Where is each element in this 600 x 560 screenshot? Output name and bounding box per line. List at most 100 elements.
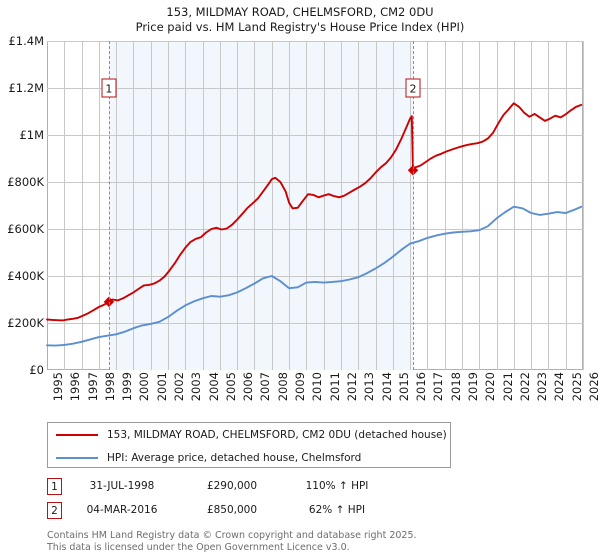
transaction-callout-2[interactable]: 2 (405, 78, 421, 98)
x-tick-label: 2017 (431, 372, 446, 402)
gridline-vertical (445, 41, 446, 370)
table-row[interactable]: 1 31-JUL-1998 £290,000 110% ↑ HPI (47, 474, 447, 498)
y-axis-labels: £0 £200K £400K £600K £800K £1M £1.2M £1.4M (0, 34, 46, 377)
x-tick-label: 2000 (137, 372, 152, 402)
y-tick-label: £1.2M (8, 81, 44, 95)
gridline-vertical (462, 41, 463, 370)
x-tick-label: 2012 (344, 372, 359, 402)
gridline-vertical (168, 41, 169, 370)
gridline-vertical (133, 41, 134, 370)
gridline-vertical (497, 41, 498, 370)
x-tick-label: 2006 (241, 372, 256, 402)
x-axis-labels: 1995 1996 1997 1998 1999 2000 2001 2002 2003 2004… (47, 372, 600, 412)
chart-title-line1: 153, MILDMAY ROAD, CHELMSFORD, CM2 0DU (166, 5, 434, 19)
gridline-vertical (82, 41, 83, 370)
x-tick-label: 2026 (587, 372, 600, 402)
footer-line-1: Contains HM Land Registry data © Crown c… (47, 530, 417, 541)
gridline-vertical (583, 41, 584, 370)
x-tick-label: 2023 (535, 372, 550, 402)
legend-swatch-price-paid (56, 433, 98, 436)
gridline-vertical (393, 41, 394, 370)
x-tick-label: 1998 (102, 372, 117, 402)
gridline-vertical (479, 41, 480, 370)
gridline-vertical (99, 41, 100, 370)
legend-label-price-paid: 153, MILDMAY ROAD, CHELMSFORD, CM2 0DU (… (107, 428, 447, 441)
gridline-vertical (341, 41, 342, 370)
x-tick-label: 2019 (465, 372, 480, 402)
footer-line-2: This data is licensed under the Open Gov… (47, 541, 350, 553)
gridline-horizontal (47, 323, 583, 324)
gridline-vertical (566, 41, 567, 370)
y-tick-label: £200K (7, 316, 44, 330)
x-tick-label: 2014 (379, 372, 394, 402)
x-tick-label: 2013 (362, 372, 377, 402)
transaction-date-2: 04-MAR-2016 (86, 504, 158, 516)
transactions-table: 1 31-JUL-1998 £290,000 110% ↑ HPI 2 04-M… (47, 474, 447, 522)
gridline-horizontal (47, 41, 583, 42)
gridline-vertical (324, 41, 325, 370)
transaction-price-2: £850,000 (206, 504, 258, 516)
gridline-vertical (203, 41, 204, 370)
y-tick-label: £600K (7, 222, 44, 236)
gridline-horizontal (47, 229, 583, 230)
x-tick-label: 2022 (517, 372, 532, 402)
transaction-vertical-line (413, 41, 415, 370)
transaction-price-1: £290,000 (206, 480, 258, 492)
legend-item-hpi: HPI: Average price, detached house, Chel… (48, 446, 450, 469)
x-tick-label: 2018 (448, 372, 463, 402)
gridline-vertical (116, 41, 117, 370)
gridline-horizontal (47, 182, 583, 183)
x-tick-label: 1995 (51, 372, 65, 402)
gridline-vertical (531, 41, 532, 370)
series-line (46, 102, 583, 322)
x-tick-label: 2004 (206, 372, 221, 402)
gridline-vertical (272, 41, 273, 370)
x-tick-label: 2020 (483, 372, 498, 402)
page-title: 153, MILDMAY ROAD, CHELMSFORD, CM2 0DU P… (0, 0, 600, 35)
transaction-vertical-line (108, 41, 110, 370)
x-tick-label: 2001 (154, 372, 169, 402)
ownership-period-band (108, 41, 414, 370)
x-tick-label: 2009 (293, 372, 308, 402)
legend-label-hpi: HPI: Average price, detached house, Chel… (107, 451, 362, 464)
series-lines (46, 102, 583, 347)
gridline-horizontal (47, 135, 583, 136)
gridline-vertical (514, 41, 515, 370)
gridline-vertical (289, 41, 290, 370)
gridline-vertical (64, 41, 65, 370)
x-tick-label: 1996 (68, 372, 83, 402)
chart-title-line2: Price paid vs. HM Land Registry's House … (135, 20, 465, 34)
x-tick-label: 2025 (569, 372, 584, 402)
y-tick-label: £800K (7, 175, 44, 189)
y-tick-label: £1M (19, 128, 44, 142)
x-tick-label: 2003 (189, 372, 204, 402)
y-tick-label: £400K (7, 269, 44, 283)
gridline-vertical (358, 41, 359, 370)
transaction-index-1: 1 (47, 477, 62, 495)
x-tick-label: 2002 (172, 372, 187, 402)
x-tick-label: 2021 (500, 372, 515, 402)
transaction-date-1: 31-JUL-1998 (89, 480, 155, 492)
x-tick-label: 2015 (396, 372, 411, 402)
gridline-horizontal (47, 88, 583, 89)
x-tick-label: 1999 (120, 372, 135, 402)
table-row[interactable]: 2 04-MAR-2016 £850,000 62% ↑ HPI (47, 498, 447, 522)
transaction-hpi-2: 62% ↑ HPI (308, 504, 366, 516)
legend-item-price-paid: 153, MILDMAY ROAD, CHELMSFORD, CM2 0DU (… (48, 423, 450, 446)
x-tick-label: 2005 (223, 372, 238, 402)
gridline-vertical (410, 41, 411, 370)
gridline-vertical (237, 41, 238, 370)
series-line (46, 205, 583, 347)
gridline-vertical (548, 41, 549, 370)
gridline-vertical (151, 41, 152, 370)
transaction-callout-1[interactable]: 1 (101, 78, 117, 98)
x-tick-label: 2016 (414, 372, 429, 402)
x-tick-label: 2008 (275, 372, 290, 402)
y-tick-label: £0 (29, 363, 44, 377)
x-tick-label: 2007 (258, 372, 273, 402)
y-tick-label: £1.4M (8, 34, 44, 48)
x-tick-label: 2011 (327, 372, 342, 402)
x-tick-label: 2010 (310, 372, 325, 402)
x-tick-label: 2024 (552, 372, 567, 402)
